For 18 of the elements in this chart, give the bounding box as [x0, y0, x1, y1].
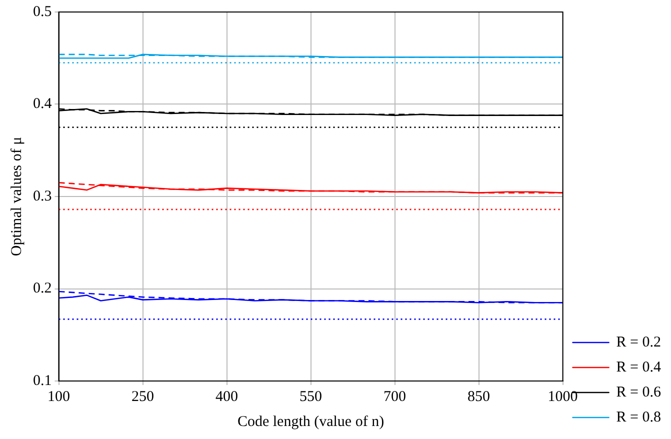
x-axis-title: Code length (value of n) — [237, 414, 384, 430]
y-tick-label: 0.3 — [33, 188, 52, 204]
y-axis-title: Optimal values of μ — [8, 136, 25, 256]
x-tick-label: 850 — [468, 388, 490, 405]
legend-label: R = 0.8 — [616, 409, 662, 426]
x-tick-label: 1000 — [548, 388, 578, 405]
x-tick-label: 100 — [48, 388, 70, 405]
y-tick-label: 0.2 — [33, 280, 52, 297]
x-tick-label: 550 — [300, 388, 322, 405]
y-tick-label: 0.4 — [33, 96, 52, 112]
legend-label: R = 0.4 — [616, 359, 662, 376]
y-tick-label: 0.1 — [33, 372, 52, 389]
x-tick-label: 700 — [384, 388, 406, 405]
x-tick-label: 250 — [132, 388, 154, 405]
x-tick-label: 400 — [216, 388, 238, 405]
y-tick-label: 0.5 — [33, 4, 52, 20]
legend-label: R = 0.6 — [616, 384, 662, 400]
legend-label: R = 0.2 — [616, 334, 662, 350]
